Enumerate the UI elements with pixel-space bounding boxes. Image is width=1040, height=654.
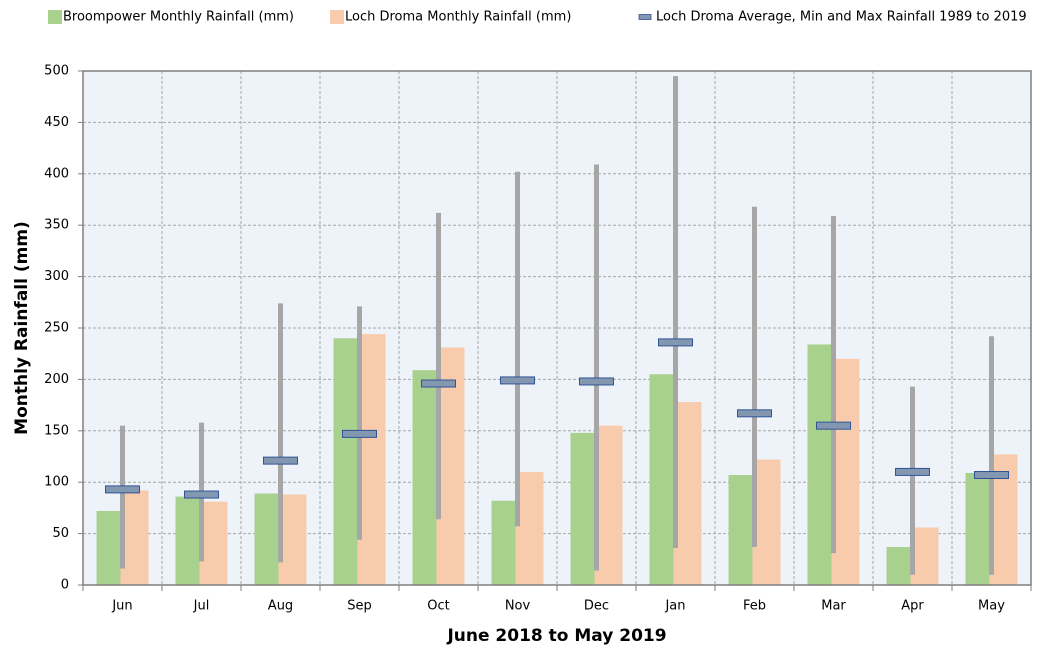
average-marker [500,376,535,385]
average-marker [421,379,456,388]
y-tick-label: 250 [44,321,69,336]
x-tick-label: May [978,599,1005,614]
y-tick-label: 0 [61,578,69,593]
bar [728,475,753,585]
average-marker [105,485,140,494]
x-axis-label: June 2018 to May 2019 [446,626,666,646]
bar [570,432,595,585]
bar [965,472,990,585]
bar [752,459,781,585]
average-marker [579,377,614,386]
x-tick-label: Jan [664,599,685,614]
bar [254,493,279,585]
y-tick-label: 350 [44,218,69,233]
y-tick-label: 400 [44,166,69,181]
legend-label: Loch Droma Monthly Rainfall (mm) [345,10,571,25]
y-tick-label: 50 [52,526,69,541]
x-tick-label: Mar [821,599,846,614]
average-marker [342,429,377,438]
average-marker [184,490,219,499]
bar [412,370,437,585]
x-tick-label: Aug [268,599,293,614]
average-marker [263,456,298,465]
bar [515,471,544,585]
bar [807,344,832,585]
bar [673,402,702,585]
x-tick-label: Sep [347,599,372,614]
x-tick-label: Nov [505,599,531,614]
legend-swatch [638,14,652,20]
plot-border [82,70,1032,586]
bar [199,501,228,585]
legend-label: Broompower Monthly Rainfall (mm) [63,10,294,25]
bar [491,500,516,585]
bar [278,494,307,585]
average-marker [658,338,693,347]
bar [910,527,939,585]
y-axis-label: Monthly Rainfall (mm) [12,221,32,435]
bar [175,496,200,585]
bar [333,338,358,585]
x-tick-label: Jul [193,599,210,614]
y-tick-label: 200 [44,372,69,387]
average-marker [737,409,772,418]
legend-label: Loch Droma Average, Min and Max Rainfall… [656,10,1027,25]
bar [120,490,149,585]
bar [594,425,623,585]
y-tick-label: 100 [44,475,69,490]
bar [649,374,674,585]
average-marker [816,421,851,430]
bar [96,510,121,585]
y-tick-label: 150 [44,423,69,438]
bar [886,546,911,585]
bar [357,334,386,585]
y-tick-label: 300 [44,269,69,284]
average-marker [974,471,1009,480]
y-tick-label: 500 [44,64,69,79]
bar [831,358,860,585]
x-tick-label: Oct [427,599,449,614]
x-tick-label: Jun [111,599,132,614]
legend-swatch [330,10,344,24]
y-tick-label: 450 [44,115,69,130]
average-marker [895,467,930,476]
legend-swatch [48,10,62,24]
x-tick-label: Apr [901,599,924,614]
x-tick-label: Feb [743,599,766,614]
x-tick-label: Dec [584,599,609,614]
